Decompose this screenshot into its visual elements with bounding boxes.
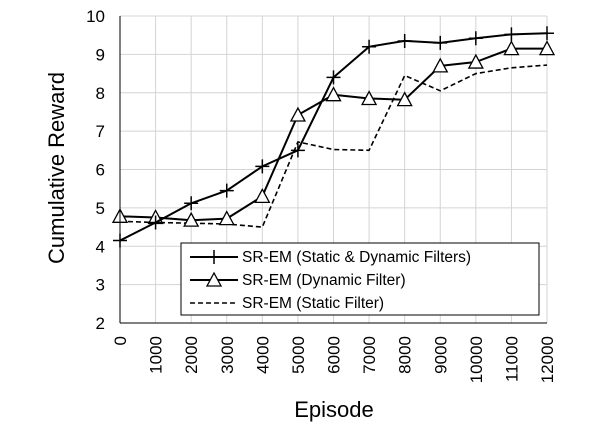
legend: SR-EM (Static & Dynamic Filters) SR-EM (… (180, 242, 540, 316)
y-tick-label: 9 (96, 45, 105, 64)
y-tick-label: 5 (96, 199, 105, 218)
data-point-plus (362, 39, 377, 54)
y-axis-title: Cumulative Reward (44, 72, 69, 264)
x-tick-label: 5000 (289, 336, 308, 374)
x-tick-label: 0 (111, 336, 130, 345)
data-point-plus (326, 70, 341, 85)
x-tick-label: 7000 (360, 336, 379, 374)
y-tick-label: 3 (96, 276, 105, 295)
data-point-plus (255, 159, 270, 174)
legend-box (180, 242, 540, 316)
y-tick-label: 10 (86, 7, 105, 26)
x-tick-labels: 0 1000 2000 3000 4000 5000 6000 7000 8000 9000 100… (111, 336, 557, 383)
data-point-triangle (183, 211, 200, 227)
legend-triangle-marker (205, 271, 223, 287)
data-point-triangle (503, 40, 520, 56)
data-point-triangle (432, 57, 449, 73)
y-tick-label: 8 (96, 84, 105, 103)
x-tick-label: 6000 (325, 336, 344, 374)
data-point-triangle (538, 40, 556, 56)
data-point-plus (433, 35, 448, 50)
y-tick-label: 7 (96, 122, 105, 141)
legend-item-static: SR-EM (Static Filter) (190, 295, 384, 312)
data-point-plus (148, 215, 163, 230)
y-tick-labels: 2 3 4 5 6 7 8 9 10 (86, 7, 105, 333)
legend-plus-marker (207, 250, 221, 264)
y-tick-label: 6 (96, 161, 105, 180)
legend-item-dynamic: SR-EM (Dynamic Filter) (190, 271, 406, 289)
data-point-triangle (254, 187, 271, 204)
x-tick-label: 1000 (147, 336, 166, 374)
y-tick-label: 4 (96, 237, 105, 256)
data-point-triangle (289, 106, 307, 122)
x-tick-label: 11000 (502, 336, 521, 382)
data-point-plus (397, 33, 412, 48)
data-point-plus (468, 31, 483, 46)
data-point-plus (540, 26, 554, 41)
series-group (111, 26, 556, 248)
series-2 (119, 64, 548, 228)
data-point-triangle (218, 210, 235, 226)
legend-label-static-dynamic: SR-EM (Static & Dynamic Filters) (242, 249, 471, 266)
legend-label-dynamic: SR-EM (Dynamic Filter) (242, 272, 406, 289)
data-point-plus (504, 27, 519, 42)
x-tick-label: 10000 (467, 336, 486, 383)
y-tick-label: 2 (96, 314, 105, 333)
data-point-triangle (396, 91, 413, 107)
data-point-triangle (360, 90, 378, 106)
x-axis-title: Episode (294, 397, 374, 422)
legend-item-static-dynamic: SR-EM (Static & Dynamic Filters) (190, 249, 471, 266)
data-point-triangle (325, 86, 342, 102)
data-point-triangle (467, 53, 484, 69)
data-point-plus (290, 143, 305, 158)
x-tick-label: 9000 (431, 336, 450, 374)
data-point-plus (184, 196, 199, 211)
x-tick-label: 4000 (253, 336, 272, 374)
legend-label-static: SR-EM (Static Filter) (242, 295, 384, 312)
data-point-plus (219, 183, 234, 198)
x-tick-label: 3000 (218, 336, 237, 374)
x-tick-label: 8000 (396, 336, 415, 374)
series-line-2 (119, 64, 548, 228)
x-tick-label: 2000 (182, 336, 201, 374)
x-tick-label: 12000 (538, 336, 557, 383)
